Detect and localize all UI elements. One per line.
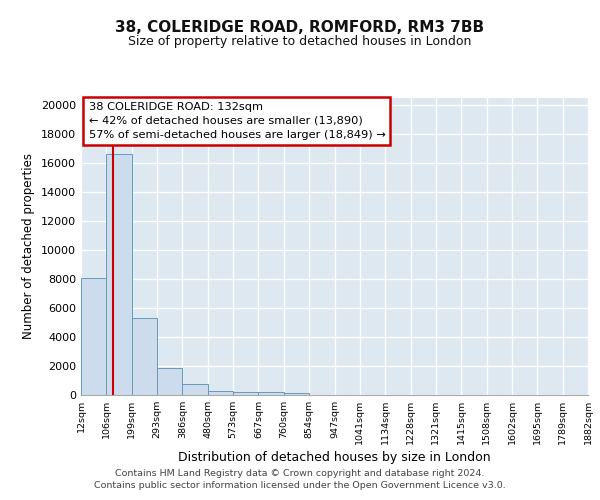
Bar (259, 392, 284, 395)
Bar (284, 392, 309, 395)
Text: 38, COLERIDGE ROAD, ROMFORD, RM3 7BB: 38, COLERIDGE ROAD, ROMFORD, RM3 7BB (115, 20, 485, 35)
Bar (157, 368, 182, 395)
Text: Contains public sector information licensed under the Open Government Licence v3: Contains public sector information licen… (94, 482, 506, 490)
X-axis label: Distribution of detached houses by size in London: Distribution of detached houses by size … (178, 451, 491, 464)
Bar (106, 154, 132, 395)
Y-axis label: Number of detached properties: Number of detached properties (22, 153, 35, 340)
Bar (208, 390, 233, 395)
Bar (182, 384, 208, 395)
Bar (81, 278, 106, 395)
Text: 38 COLERIDGE ROAD: 132sqm
← 42% of detached houses are smaller (13,890)
57% of s: 38 COLERIDGE ROAD: 132sqm ← 42% of detac… (89, 102, 385, 140)
Text: Contains HM Land Registry data © Crown copyright and database right 2024.: Contains HM Land Registry data © Crown c… (115, 470, 485, 478)
Bar (132, 318, 157, 395)
Bar (233, 392, 259, 395)
Text: Size of property relative to detached houses in London: Size of property relative to detached ho… (128, 35, 472, 48)
